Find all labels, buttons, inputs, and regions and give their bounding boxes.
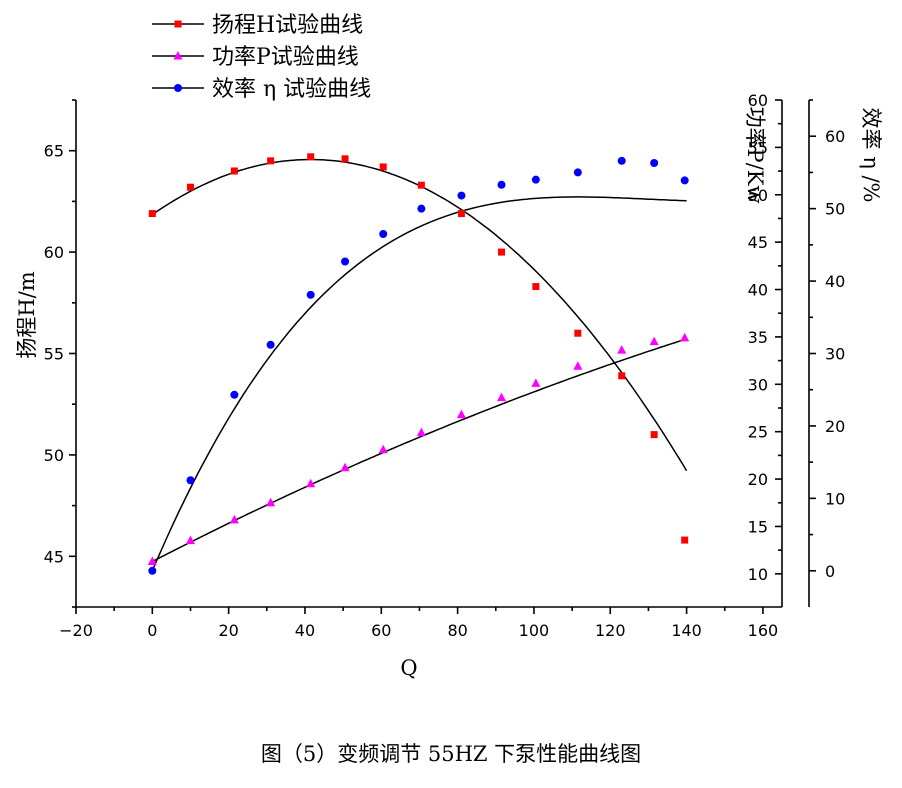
h-tick-label: 50: [44, 446, 64, 465]
data-point-eta: [573, 168, 582, 177]
data-point-P: [306, 478, 316, 488]
data-point-P: [147, 556, 157, 566]
h-tick-label: 60: [44, 243, 64, 262]
x-tick-label: 160: [748, 621, 779, 640]
p-tick-label: 50: [748, 186, 768, 205]
x-tick-label: 20: [218, 621, 238, 640]
p-tick-label: 40: [748, 281, 768, 300]
fit-curve-P: [151, 338, 687, 563]
legend-marker-P: [173, 51, 183, 60]
data-point-H: [574, 329, 582, 337]
data-point-eta: [497, 180, 506, 189]
x-tick-label: 40: [295, 621, 315, 640]
data-point-eta: [617, 156, 626, 165]
legend-marker-H: [174, 20, 182, 28]
data-point-P: [185, 535, 195, 545]
data-point-H: [681, 536, 689, 544]
h-tick-label: 45: [44, 547, 64, 566]
axes-layer: −20 0 20 40 60 80 100 120 140 160Q4550556065扬程H/m…: [15, 91, 883, 680]
p-tick-label: 35: [748, 328, 768, 347]
data-point-P: [229, 514, 239, 524]
data-point-P: [378, 444, 388, 454]
data-point-H: [532, 283, 540, 291]
fit-curves-layer: [151, 158, 688, 572]
legend-label: 功率P试验曲线: [212, 45, 359, 70]
h-axis-title: 扬程H/m: [15, 271, 39, 358]
data-point-eta: [341, 257, 350, 266]
data-point-P: [456, 409, 466, 419]
data-point-P: [266, 497, 276, 507]
data-point-eta: [650, 159, 659, 168]
data-point-H: [186, 183, 194, 191]
p-tick-label: 55: [748, 138, 768, 157]
data-point-eta: [266, 340, 275, 349]
data-point-P: [680, 332, 690, 342]
legend-label: 效率 η 试验曲线: [212, 77, 371, 102]
data-point-H: [307, 153, 315, 161]
eta-tick-label: 0: [825, 562, 835, 581]
x-tick-label: 140: [671, 621, 702, 640]
data-point-P: [573, 361, 583, 370]
data-points-layer: [147, 153, 690, 575]
p-tick-label: 10: [748, 565, 768, 584]
data-point-H: [148, 210, 156, 218]
data-point-eta: [186, 476, 195, 485]
data-point-eta: [230, 390, 239, 399]
data-point-eta: [306, 290, 315, 299]
eta-tick-label: 60: [825, 127, 845, 146]
data-point-H: [498, 248, 506, 256]
data-point-eta: [379, 229, 388, 238]
data-point-P: [531, 378, 541, 387]
data-point-H: [650, 431, 658, 439]
fit-curve-eta: [151, 196, 687, 572]
eta-axis-title: 效率 η /%: [859, 108, 883, 203]
data-point-H: [618, 372, 626, 380]
data-point-eta: [680, 176, 689, 185]
data-point-P: [340, 462, 350, 472]
data-point-P: [416, 427, 426, 437]
eta-tick-label: 40: [825, 272, 845, 291]
p-tick-label: 15: [748, 517, 768, 536]
p-tick-label: 20: [748, 470, 768, 489]
data-point-H: [457, 210, 465, 218]
data-point-P: [649, 336, 659, 346]
p-tick-label: 60: [748, 91, 768, 110]
data-point-H: [417, 181, 425, 189]
x-tick-label: 100: [519, 621, 550, 640]
x-tick-label: −20: [59, 621, 93, 640]
eta-tick-label: 10: [825, 489, 845, 508]
figure-caption: 图（5）变频调节 55HZ 下泵性能曲线图: [260, 742, 642, 766]
legend-label: 扬程H试验曲线: [212, 13, 363, 38]
p-tick-label: 45: [748, 233, 768, 252]
p-axis-title: 功率P/Kw: [743, 107, 767, 204]
data-point-H: [267, 157, 275, 165]
p-tick-label: 25: [748, 423, 768, 442]
data-point-H: [341, 155, 349, 163]
data-point-eta: [417, 204, 426, 213]
pump-performance-chart: −20 0 20 40 60 80 100 120 140 160Q4550556065扬程H/m…: [15, 13, 883, 680]
x-tick-label: 0: [147, 621, 157, 640]
data-point-eta: [531, 175, 540, 184]
p-tick-label: 30: [748, 375, 768, 394]
data-point-H: [230, 167, 238, 175]
data-point-eta: [457, 191, 466, 200]
eta-tick-label: 20: [825, 417, 845, 436]
data-point-P: [497, 392, 507, 402]
eta-tick-label: 30: [825, 345, 845, 364]
h-tick-label: 55: [44, 345, 64, 364]
data-point-P: [617, 345, 627, 354]
legend-marker-eta: [174, 84, 182, 92]
x-tick-label: 60: [371, 621, 391, 640]
data-point-H: [379, 163, 387, 171]
eta-tick-label: 50: [825, 200, 845, 219]
data-point-eta: [148, 566, 157, 575]
x-axis-title: Q: [400, 656, 417, 680]
h-tick-label: 65: [44, 142, 64, 161]
x-tick-label: 120: [595, 621, 626, 640]
x-tick-label: 80: [447, 621, 467, 640]
